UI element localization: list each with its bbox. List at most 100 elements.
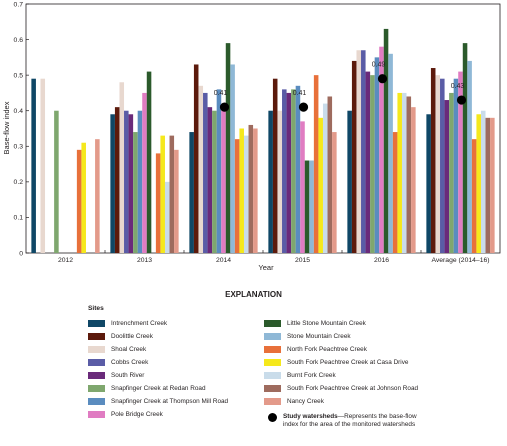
bar (207, 107, 213, 254)
bar (435, 75, 441, 254)
bar (239, 128, 244, 253)
y-axis-title: Base-flow index (2, 101, 11, 154)
bar (243, 135, 249, 253)
bar (401, 92, 407, 253)
y-tick-label: 0.4 (14, 108, 24, 115)
bar (388, 53, 393, 253)
legend-label: Doolittle Creek (111, 333, 153, 340)
x-tick-label: 2015 (295, 257, 310, 264)
bar (128, 114, 134, 254)
legend-item: Snapfinger Creek at Thompson Mill Road (88, 395, 228, 408)
bar (146, 71, 152, 253)
bar (133, 132, 138, 253)
legend-item: Intrenchment Creek (88, 317, 228, 330)
bar (449, 92, 454, 253)
y-tick-label: 0.1 (14, 215, 24, 222)
bar (490, 117, 495, 253)
legend-swatch (88, 333, 105, 340)
y-tick-label: 0.2 (14, 179, 24, 186)
legend-label: South Fork Peachtree Creek at Johnson Ro… (287, 385, 419, 392)
bar (124, 110, 129, 253)
bar (370, 75, 375, 254)
bar (137, 110, 143, 253)
bar (31, 78, 36, 253)
study-watershed-dot-icon (268, 413, 277, 422)
x-tick-label: 2014 (216, 257, 231, 264)
legend-label: South Fork Peachtree Creek at Casa Drive (287, 359, 409, 366)
bar (230, 64, 235, 253)
bar (169, 135, 175, 253)
bar (327, 96, 333, 253)
bar (291, 89, 296, 253)
legend-item: Snapfinger Creek at Redan Road (88, 382, 228, 395)
bar (476, 114, 481, 254)
legend-item: Pole Bridge Creek (88, 408, 228, 421)
legend-title: EXPLANATION (225, 290, 282, 299)
legend-label: Nancy Creek (287, 398, 324, 405)
bar (356, 50, 362, 253)
legend-label: Little Stone Mountain Creek (287, 320, 366, 327)
bar (76, 149, 82, 253)
legend-swatch (264, 333, 281, 340)
bar (164, 181, 170, 253)
bar (453, 78, 459, 253)
bar (268, 110, 273, 253)
y-tick-label: 0.7 (14, 1, 24, 8)
x-tick-label: 2016 (374, 257, 389, 264)
bar (426, 114, 431, 254)
bar (392, 132, 398, 253)
legend-item: Stone Mountain Creek (264, 330, 418, 343)
y-tick-label: 0.5 (14, 72, 24, 79)
legend-label: Snapfinger Creek at Redan Road (111, 385, 206, 392)
bar (253, 128, 258, 253)
bar (347, 110, 352, 253)
legend-item: South Fork Peachtree Creek at Casa Drive (264, 356, 418, 369)
x-tick-label: 2013 (137, 257, 152, 264)
legend-label: Cobbs Creek (111, 359, 149, 366)
study-watershed-markers: 0.41 0.41 0.49 0.43 (214, 62, 467, 112)
legend-swatch (264, 398, 281, 405)
legend-label: Stone Mountain Creek (287, 333, 351, 340)
bar (234, 139, 240, 253)
bar (430, 68, 436, 254)
bar (81, 142, 86, 253)
bar (225, 43, 231, 253)
legend-label: Intrenchment Creek (111, 320, 168, 327)
bar (467, 60, 472, 253)
study-watershed-value-label: 0.43 (451, 83, 465, 90)
bar (189, 132, 194, 253)
bar (365, 71, 371, 253)
y-tick-label: 0.3 (14, 144, 24, 151)
legend-label: Burnt Fork Creek (287, 372, 336, 379)
bar (351, 60, 357, 253)
legend-item: Nancy Creek (264, 395, 418, 408)
legend-swatch (264, 359, 281, 366)
legend-swatch (88, 346, 105, 353)
bar (322, 103, 328, 253)
bar (458, 71, 463, 253)
study-watershed-marker (377, 74, 388, 84)
study-watershed-value-label: 0.41 (293, 90, 307, 97)
bar (471, 139, 477, 253)
bar (114, 107, 120, 254)
bar (440, 78, 445, 253)
legend-item: Burnt Fork Creek (264, 369, 418, 382)
bar (193, 64, 199, 253)
bar (277, 110, 283, 253)
legend-swatch (264, 320, 281, 327)
legend-swatch (88, 385, 105, 392)
legend-item: Little Stone Mountain Creek (264, 317, 418, 330)
bar (212, 110, 217, 253)
bar (406, 96, 412, 253)
bar (54, 110, 59, 253)
legend-label: Pole Bridge Creek (111, 411, 163, 418)
bar (318, 117, 323, 253)
bar-chart: 00.10.20.30.40.50.60.7 2012 2013 2014 2015 2… (2, 1, 501, 272)
y-tick-label: 0 (19, 250, 23, 257)
bars (31, 28, 495, 254)
bar (480, 110, 486, 253)
y-axis: 0 0.1 0.2 0.3 0.4 0.5 0.6 0.7 (14, 1, 29, 257)
bar (304, 160, 310, 253)
legend-label: North Fork Peachtree Creek (287, 346, 367, 353)
bar (462, 43, 468, 253)
